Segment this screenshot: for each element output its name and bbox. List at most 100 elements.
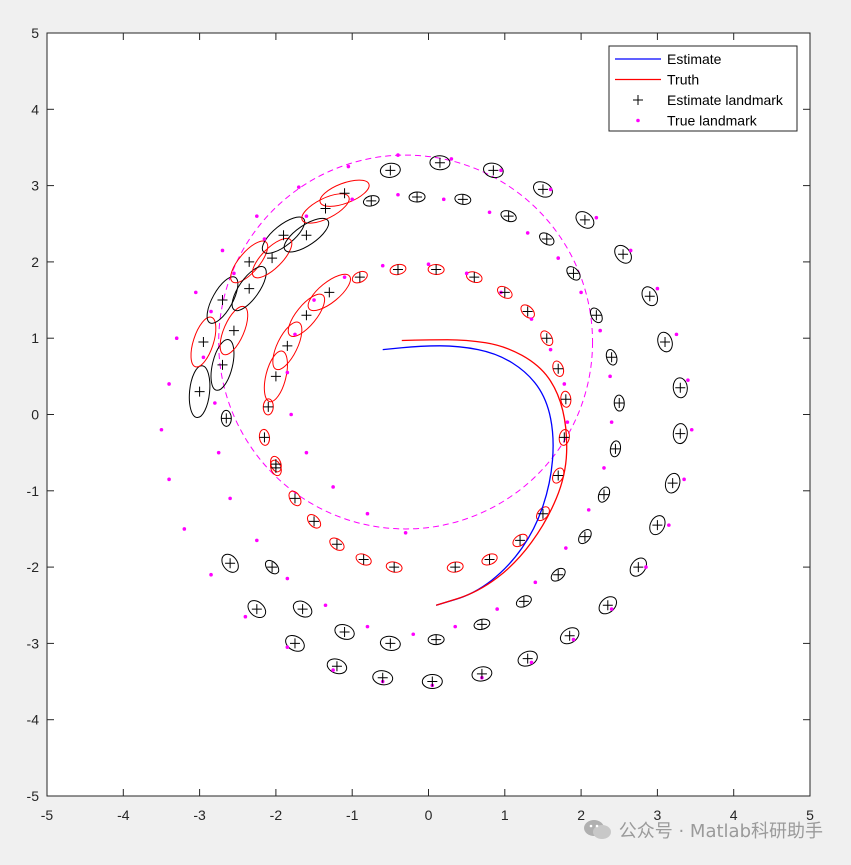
true-landmark-point [216, 450, 221, 455]
trajectory-lines-group [382, 339, 568, 606]
y-tick-label: 0 [31, 407, 39, 423]
estimate-landmark-point [564, 630, 575, 641]
true-landmark-point [159, 427, 164, 432]
true-landmark-point [342, 275, 347, 279]
true-landmark-point [304, 450, 309, 455]
y-tick-label: -5 [27, 788, 40, 804]
uncertainty-ellipse [550, 567, 566, 582]
x-tick-label: 4 [730, 807, 738, 823]
uncertainty-ellipse [219, 305, 249, 356]
estimate-landmark-point [431, 264, 442, 275]
x-tick-label: -4 [117, 807, 130, 823]
sensor-range-circle [218, 154, 594, 530]
uncertainty-ellipse [247, 600, 267, 619]
estimate-landmark-point [244, 283, 255, 294]
true-landmark-point [296, 185, 301, 189]
true-landmark-point [285, 370, 290, 375]
estimate-landmark-point [331, 539, 342, 550]
estimate-landmark-point [270, 371, 281, 382]
x-tick-label: -3 [193, 807, 206, 823]
estimate-landmark-point [476, 668, 487, 679]
true-landmark-point [594, 215, 599, 220]
legend-swatch-plus [633, 95, 643, 105]
uncertainty-ellipse [559, 627, 580, 645]
estimate-landmark-point [228, 325, 239, 336]
true-landmark-point [255, 214, 259, 218]
estimate-landmark-point [602, 600, 613, 611]
estimate-landmark-point [553, 470, 564, 481]
uncertainty-ellipse [258, 428, 271, 446]
uncertainty-ellipse [517, 650, 538, 667]
estimate-landmark-point [579, 214, 590, 225]
true-landmark-point [565, 420, 570, 424]
true-landmark-point [365, 624, 370, 629]
true-landmark-point [232, 271, 236, 276]
estimate-landmark-point [263, 401, 274, 412]
estimate-landmark-point [559, 432, 570, 443]
estimate-landmark-point [553, 569, 564, 580]
y-tick-label: -1 [27, 483, 40, 499]
uncertainty-ellipse [672, 423, 688, 445]
x-tick-label: -1 [346, 807, 359, 823]
estimate-landmark-point [366, 195, 377, 206]
estimate-landmark-point [244, 256, 255, 267]
estimate-landmark-point [282, 340, 293, 351]
uncertainty-ellipse [263, 350, 288, 403]
true-landmark-point [689, 427, 694, 432]
watermark: 公众号 · Matlab科研助手 [583, 817, 823, 843]
uncertainty-ellipse [389, 263, 407, 276]
uncertainty-ellipse [351, 270, 368, 284]
true-landmark-point [209, 572, 213, 577]
true-landmark-point [602, 466, 606, 470]
true-landmark-point [609, 420, 614, 424]
y-tick-label: 1 [31, 330, 39, 346]
true-landmark-point [346, 164, 351, 169]
true-landmark-point [499, 168, 503, 173]
true-landmark-point [529, 660, 534, 665]
estimate-landmark-point [392, 264, 403, 275]
estimate-landmark-point [267, 253, 278, 264]
estimate-landmark-point [331, 661, 342, 672]
estimate-landmark-point [537, 184, 548, 195]
uncertainty-ellipse [552, 360, 565, 377]
estimate-landmark-point [198, 337, 209, 348]
estimate-landmark-point [633, 562, 644, 573]
uncertainty-ellipse [334, 623, 355, 640]
uncertainty-ellipse [471, 666, 493, 682]
estimate-landmark-point [385, 165, 396, 176]
estimate-landmark-point [427, 676, 438, 687]
true-landmark-point [548, 347, 553, 352]
true-landmark-point [686, 378, 690, 382]
estimate-landmark-point [431, 634, 442, 645]
uncertainty-ellipse [269, 459, 282, 477]
uncertainty-ellipse [421, 674, 443, 690]
true-landmark-point [533, 580, 538, 585]
uncertainty-ellipse [306, 514, 322, 529]
estimate-landmark-point [412, 192, 423, 203]
uncertainty-ellipse [188, 365, 211, 419]
estimate-landmark-point [579, 531, 590, 542]
y-tick-label: 5 [31, 25, 39, 41]
x-tick-label: 0 [425, 807, 433, 823]
uncertainty-ellipse [210, 339, 235, 391]
true-landmark-point [193, 290, 198, 295]
watermark-text: 公众号 · Matlab科研助手 [618, 821, 823, 842]
uncertainty-ellipse [362, 195, 380, 207]
true-landmark-point [201, 355, 206, 360]
uncertainty-ellipse [270, 455, 282, 473]
estimate-landmark-point [289, 493, 300, 504]
uncertainty-ellipse [532, 181, 553, 198]
estimate-landmark-point [675, 382, 686, 393]
estimate-landmark-point [297, 604, 308, 615]
true-landmark-point [449, 157, 454, 161]
estimate-landmark-point [553, 363, 564, 374]
uncertainty-ellipse [500, 210, 517, 223]
uncertainty-ellipse [497, 285, 513, 299]
uncertainty-ellipse [301, 193, 350, 224]
true-landmark-point [209, 309, 213, 314]
estimate-landmark-point [541, 333, 552, 344]
uncertainty-ellipse [664, 472, 681, 494]
true-landmark-point [487, 210, 492, 215]
true-landmark-point [598, 328, 602, 333]
